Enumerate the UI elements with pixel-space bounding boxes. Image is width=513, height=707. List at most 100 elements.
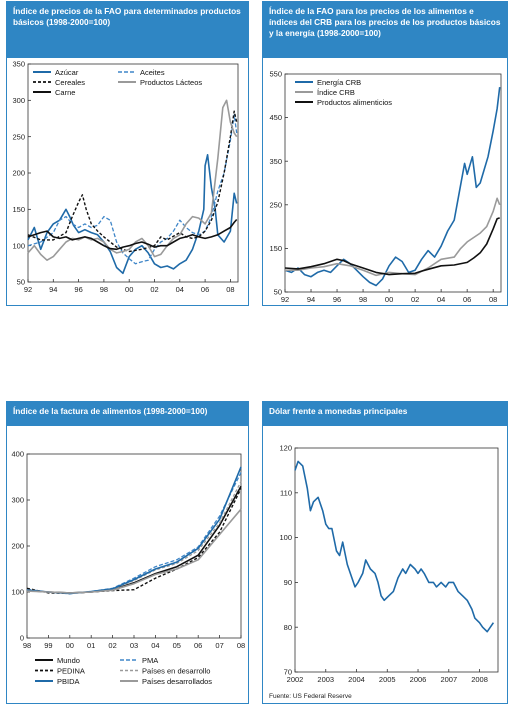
x-tick-label: 03 bbox=[130, 641, 138, 650]
x-tick-label: 98 bbox=[359, 295, 367, 304]
series-line-carne bbox=[27, 218, 238, 251]
x-tick-label: 02 bbox=[108, 641, 116, 650]
chart-title: Índice de la FAO para los precios de los… bbox=[263, 2, 507, 58]
x-tick-label: 2007 bbox=[440, 675, 457, 684]
x-tick-label: 94 bbox=[49, 285, 57, 294]
y-tick-label: 100 bbox=[11, 588, 24, 597]
x-tick-label: 02 bbox=[411, 295, 419, 304]
y-tick-label: 200 bbox=[12, 169, 25, 178]
y-tick-label: 90 bbox=[284, 578, 292, 587]
x-tick-label: 06 bbox=[201, 285, 209, 294]
series-line-indice-crb bbox=[285, 197, 501, 277]
legend-label-pbida: PBIDA bbox=[57, 677, 80, 686]
legend-label-azucar: Azúcar bbox=[55, 68, 79, 77]
series-line-pma bbox=[26, 472, 242, 595]
chart-title: Dólar frente a monedas principales bbox=[263, 402, 507, 426]
plot-frame bbox=[294, 447, 499, 673]
x-tick-label: 08 bbox=[237, 641, 245, 650]
series-line-mundo bbox=[26, 485, 242, 594]
legend-label-paises-en-desarrollo: Países en desarrollo bbox=[142, 666, 210, 675]
chart-panel-food-bill: Índice de la factura de alimentos (1998-… bbox=[6, 401, 249, 704]
x-tick-label: 92 bbox=[281, 295, 289, 304]
source-note: Fuente: US Federal Reserve bbox=[269, 693, 352, 700]
chart-plot: 70 80 90 100 110 120 2002 2003 2004 2005 2006 2007 2… bbox=[279, 444, 499, 684]
x-tick-label: 2008 bbox=[471, 675, 488, 684]
legend-label-aceites: Aceites bbox=[140, 68, 165, 77]
series-line-paises-desarrollados bbox=[26, 508, 242, 594]
x-tick-label: 04 bbox=[437, 295, 445, 304]
y-tick-label: 110 bbox=[280, 488, 292, 497]
series-line-azucar bbox=[27, 154, 238, 275]
chart-panel-fao-products: Índice de precios de la FAO para determi… bbox=[6, 1, 249, 306]
y-tick-label: 550 bbox=[269, 70, 282, 79]
chart-plot: 0 100 200 300 400 98 99 00 01 02 03 04 05 06 07 08 Mundo… bbox=[11, 450, 245, 686]
x-tick-label: 98 bbox=[23, 641, 31, 650]
x-tick-label: 96 bbox=[333, 295, 341, 304]
legend-label-carne: Carne bbox=[55, 88, 75, 97]
y-tick-label: 150 bbox=[269, 244, 282, 253]
series-line-energia-crb bbox=[284, 87, 501, 287]
chart-panel-fao-crb: Índice de la FAO para los precios de los… bbox=[262, 1, 508, 306]
x-tick-label: 04 bbox=[176, 285, 184, 294]
chart-plot: 50 150 250 350 450 550 92 94 96 98 00 02 04 06 08 Energ… bbox=[269, 70, 502, 304]
x-tick-label: 06 bbox=[194, 641, 202, 650]
x-tick-label: 01 bbox=[87, 641, 95, 650]
y-tick-label: 300 bbox=[12, 96, 25, 105]
chart-plot: 50 100 150 200 250 300 350 92 94 96 98 00 02 04 06 08 Az… bbox=[12, 60, 239, 294]
y-tick-label: 150 bbox=[12, 205, 25, 214]
x-tick-label: 2002 bbox=[287, 675, 304, 684]
legend-label-productos-lacteos: Productos Lácteos bbox=[140, 78, 202, 87]
legend-label-pedina: PEDINA bbox=[57, 666, 85, 675]
series-line-pbida bbox=[26, 466, 242, 595]
series-line-aceites bbox=[27, 114, 238, 265]
legend-label-productos-alimenticios: Productos alimenticios bbox=[317, 98, 392, 107]
y-tick-label: 300 bbox=[11, 496, 24, 505]
legend-label-cereales: Cereales bbox=[55, 78, 85, 87]
x-tick-label: 08 bbox=[489, 295, 497, 304]
y-tick-label: 450 bbox=[269, 113, 282, 122]
series-line-productos-lacteos bbox=[27, 99, 238, 261]
series-line-cereales bbox=[27, 110, 238, 253]
x-tick-label: 08 bbox=[226, 285, 234, 294]
x-tick-label: 06 bbox=[463, 295, 471, 304]
series-line-paises-en-desarrollo bbox=[26, 481, 242, 595]
x-tick-label: 2005 bbox=[379, 675, 396, 684]
x-tick-label: 00 bbox=[125, 285, 133, 294]
legend-label-energia-crb: Energía CRB bbox=[317, 78, 361, 87]
x-tick-label: 00 bbox=[385, 295, 393, 304]
legend-label-mundo: Mundo bbox=[57, 656, 80, 665]
legend-label-pma: PMA bbox=[142, 656, 158, 665]
y-tick-label: 100 bbox=[12, 241, 25, 250]
x-tick-label: 92 bbox=[24, 285, 32, 294]
x-tick-label: 94 bbox=[307, 295, 315, 304]
y-tick-label: 120 bbox=[279, 444, 292, 453]
y-tick-label: 250 bbox=[269, 200, 282, 209]
x-tick-label: 2003 bbox=[317, 675, 334, 684]
x-tick-label: 00 bbox=[66, 641, 74, 650]
chart-title: Índice de precios de la FAO para determi… bbox=[7, 2, 248, 58]
x-tick-label: 07 bbox=[215, 641, 223, 650]
x-tick-label: 04 bbox=[151, 641, 159, 650]
y-tick-label: 50 bbox=[274, 288, 282, 297]
legend-label-indice-crb: Índice CRB bbox=[317, 88, 355, 97]
y-tick-label: 350 bbox=[269, 157, 282, 166]
y-tick-label: 100 bbox=[279, 533, 292, 542]
series-line-dollar-index bbox=[294, 460, 495, 633]
x-tick-label: 96 bbox=[74, 285, 82, 294]
x-tick-label: 02 bbox=[150, 285, 158, 294]
y-tick-label: 400 bbox=[11, 450, 24, 459]
y-tick-label: 250 bbox=[12, 132, 25, 141]
y-tick-label: 0 bbox=[20, 634, 24, 643]
legend-label-paises-desarrollados: Países desarrollados bbox=[142, 677, 212, 686]
x-tick-label: 98 bbox=[100, 285, 108, 294]
y-tick-label: 80 bbox=[284, 623, 292, 632]
y-tick-label: 70 bbox=[284, 668, 292, 677]
y-tick-label: 50 bbox=[17, 278, 25, 287]
x-tick-label: 99 bbox=[44, 641, 52, 650]
x-tick-label: 05 bbox=[173, 641, 181, 650]
chart-panel-dollar: Dólar frente a monedas principales 70 80 9… bbox=[262, 401, 508, 704]
chart-title: Índice de la factura de alimentos (1998-… bbox=[7, 402, 248, 426]
plot-frame bbox=[284, 73, 502, 293]
x-tick-label: 2006 bbox=[410, 675, 427, 684]
x-tick-label: 2004 bbox=[348, 675, 365, 684]
